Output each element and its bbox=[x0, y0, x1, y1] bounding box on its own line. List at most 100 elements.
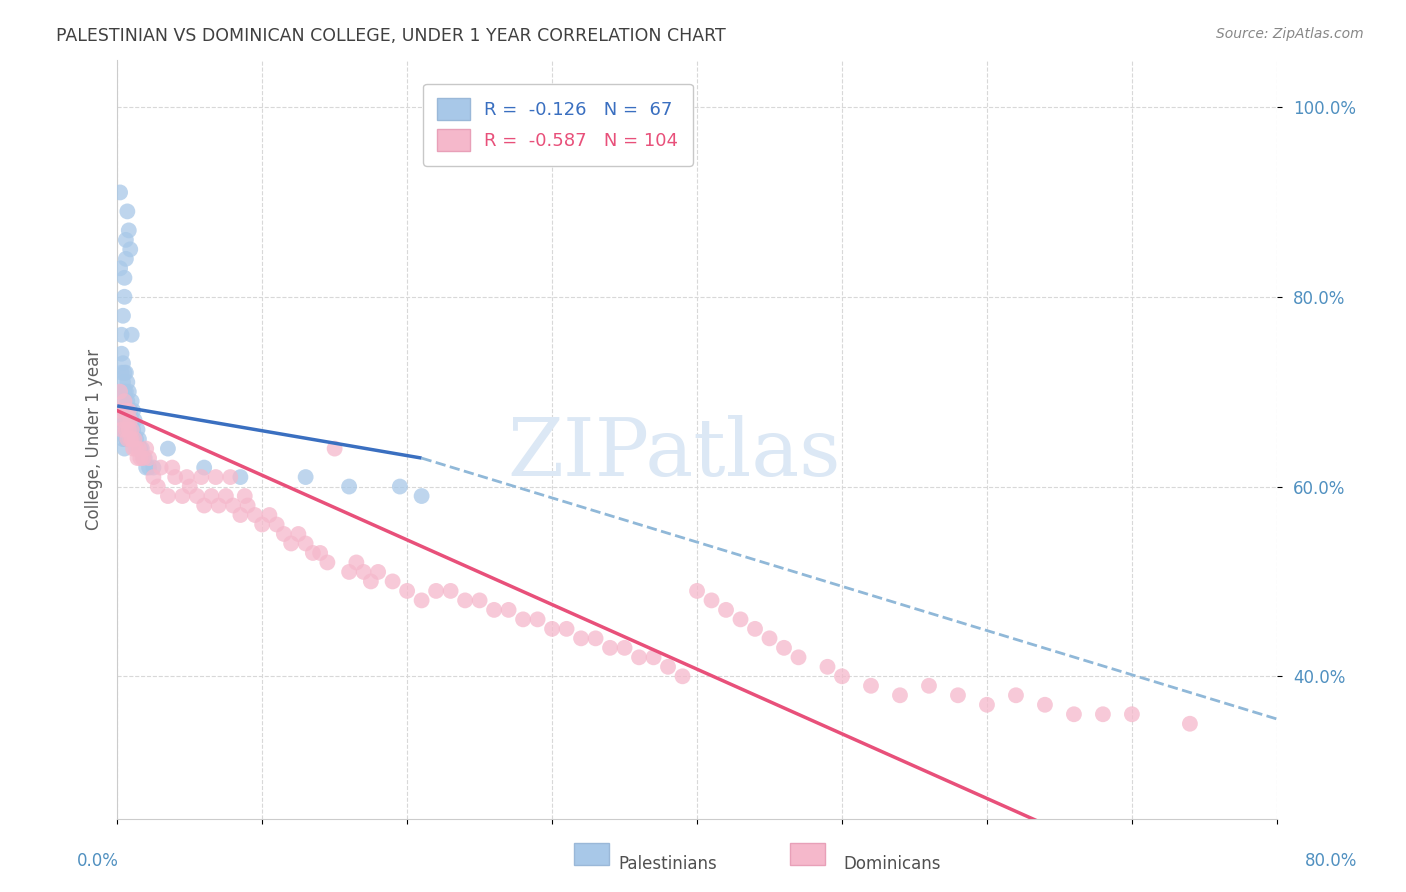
Point bbox=[859, 679, 882, 693]
Point bbox=[142, 470, 165, 484]
Point bbox=[758, 632, 780, 646]
Point bbox=[671, 669, 693, 683]
Point bbox=[454, 593, 477, 607]
Point bbox=[117, 413, 139, 427]
Point bbox=[128, 432, 150, 446]
Point bbox=[817, 660, 839, 674]
Point bbox=[233, 489, 256, 503]
Point bbox=[585, 632, 607, 646]
Point bbox=[127, 423, 149, 437]
Point bbox=[149, 460, 172, 475]
Point bbox=[367, 565, 389, 579]
Point bbox=[110, 347, 132, 361]
Point bbox=[569, 632, 592, 646]
Point bbox=[111, 309, 134, 323]
Point bbox=[111, 413, 134, 427]
Point bbox=[273, 527, 295, 541]
Point bbox=[117, 432, 139, 446]
Point bbox=[831, 669, 853, 683]
Point bbox=[132, 451, 155, 466]
Point bbox=[108, 261, 131, 276]
Point bbox=[121, 394, 143, 409]
Point bbox=[108, 384, 131, 399]
Point bbox=[110, 384, 132, 399]
Point bbox=[229, 508, 252, 522]
Point bbox=[115, 384, 138, 399]
Point bbox=[120, 432, 142, 446]
Point bbox=[316, 556, 339, 570]
Point bbox=[118, 403, 141, 417]
FancyBboxPatch shape bbox=[790, 843, 825, 865]
Point bbox=[114, 423, 136, 437]
Point bbox=[114, 290, 136, 304]
Point bbox=[700, 593, 723, 607]
Point bbox=[110, 423, 132, 437]
Point bbox=[337, 479, 360, 493]
Point bbox=[111, 356, 134, 370]
Point bbox=[117, 413, 139, 427]
Legend: R =  -0.126   N =  67, R =  -0.587   N = 104: R = -0.126 N = 67, R = -0.587 N = 104 bbox=[423, 84, 693, 166]
Point bbox=[222, 499, 245, 513]
Point bbox=[120, 423, 142, 437]
Point bbox=[425, 583, 447, 598]
Point bbox=[117, 375, 139, 389]
Point bbox=[124, 413, 146, 427]
Text: ZIPatlas: ZIPatlas bbox=[508, 416, 841, 493]
Point bbox=[229, 470, 252, 484]
Point bbox=[115, 423, 138, 437]
Point bbox=[208, 499, 231, 513]
Point bbox=[337, 565, 360, 579]
Point bbox=[120, 243, 142, 257]
Point bbox=[121, 423, 143, 437]
Point bbox=[138, 460, 160, 475]
Text: Palestinians: Palestinians bbox=[619, 855, 717, 872]
Point bbox=[1091, 707, 1114, 722]
Point bbox=[686, 583, 709, 598]
Point bbox=[108, 186, 131, 200]
Point bbox=[114, 442, 136, 456]
Point bbox=[512, 612, 534, 626]
Point bbox=[165, 470, 187, 484]
Point bbox=[114, 413, 136, 427]
Point bbox=[360, 574, 382, 589]
Point bbox=[128, 442, 150, 456]
Point bbox=[122, 423, 145, 437]
Point bbox=[1121, 707, 1143, 722]
Point bbox=[918, 679, 941, 693]
Point bbox=[353, 565, 375, 579]
Point bbox=[1033, 698, 1056, 712]
Point bbox=[118, 384, 141, 399]
Point bbox=[172, 489, 194, 503]
Point bbox=[120, 403, 142, 417]
Point bbox=[107, 413, 129, 427]
Point bbox=[236, 499, 259, 513]
Point bbox=[138, 451, 160, 466]
Point bbox=[156, 489, 179, 503]
Text: 0.0%: 0.0% bbox=[77, 852, 120, 870]
Point bbox=[135, 460, 157, 475]
Point bbox=[344, 556, 367, 570]
Point bbox=[411, 593, 433, 607]
Y-axis label: College, Under 1 year: College, Under 1 year bbox=[86, 349, 103, 530]
Point bbox=[714, 603, 737, 617]
Point bbox=[122, 403, 145, 417]
Point bbox=[118, 403, 141, 417]
Point bbox=[280, 536, 302, 550]
Point bbox=[526, 612, 548, 626]
Point bbox=[250, 517, 273, 532]
Point bbox=[117, 394, 139, 409]
Point bbox=[118, 423, 141, 437]
Point bbox=[219, 470, 242, 484]
Point bbox=[129, 451, 152, 466]
Point bbox=[115, 432, 138, 446]
Point bbox=[388, 479, 411, 493]
Point bbox=[122, 442, 145, 456]
Point bbox=[730, 612, 752, 626]
Point bbox=[121, 432, 143, 446]
Point bbox=[657, 660, 679, 674]
Point bbox=[889, 688, 911, 702]
Point bbox=[186, 489, 208, 503]
Point bbox=[146, 479, 169, 493]
Point bbox=[773, 640, 796, 655]
Point bbox=[107, 403, 129, 417]
